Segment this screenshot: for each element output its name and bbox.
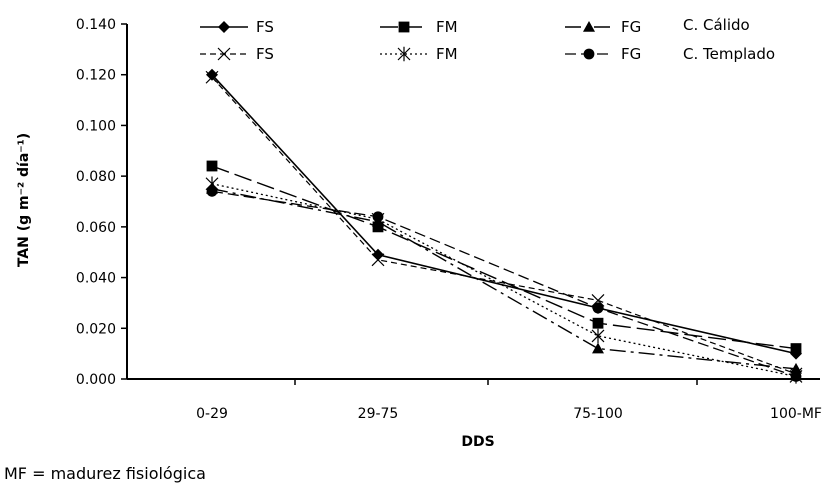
x-tick-label: 75-100 (573, 406, 623, 422)
series-line (211, 76, 797, 375)
legend-marker-x (217, 47, 231, 61)
legend-label: FG (621, 45, 641, 63)
legend-label: FG (621, 18, 641, 36)
legend-group-label: C. Cálido (683, 16, 750, 34)
legend-label: FS (256, 45, 274, 63)
series-5 (205, 176, 803, 384)
y-tick-label: 0.000 (76, 372, 116, 388)
y-tick-label: 0.080 (76, 169, 116, 185)
data-point-circle (206, 185, 218, 197)
data-point-circle (790, 371, 802, 382)
data-point-triangle (592, 342, 604, 354)
footnote: MF = madurez fisiológica (4, 464, 206, 483)
legend-marker-circle (583, 48, 595, 60)
data-point-x (205, 70, 219, 84)
legend-item: FS (200, 45, 274, 63)
data-point-square (206, 160, 218, 172)
legend-item: FG (565, 18, 641, 36)
data-point-diamond (372, 248, 384, 261)
series-line (211, 188, 797, 370)
data-point-circle (592, 302, 604, 314)
legend-label: FM (436, 18, 458, 36)
series-layer (205, 68, 803, 384)
y-tick-label: 0.140 (76, 17, 116, 33)
legend-item: FM (380, 45, 458, 63)
axes: 0.000 0.020 0.040 0.060 0.080 0.100 0.120 0.140… (76, 17, 822, 422)
legend-label: FM (436, 45, 458, 63)
chart: 0.000 0.020 0.040 0.060 0.080 0.100 0.120 0.140… (16, 16, 822, 450)
series-1 (206, 68, 802, 360)
series-6 (206, 185, 802, 382)
data-point-square (592, 317, 604, 329)
legend-label: FS (256, 18, 274, 36)
x-tick-label: 0-29 (196, 406, 228, 422)
legend-marker-square (398, 21, 410, 33)
y-tick-label: 0.060 (76, 220, 116, 236)
data-point-square (790, 343, 802, 354)
legend-item: FS (200, 18, 274, 36)
series-line (211, 74, 797, 355)
data-point-x (371, 253, 385, 267)
legend-group-label: C. Templado (683, 45, 775, 63)
series-2 (206, 160, 802, 354)
data-point-diamond (206, 68, 218, 81)
legend-marker-triangle (583, 21, 595, 32)
series-3 (206, 182, 802, 374)
y-tick-label: 0.100 (76, 118, 116, 134)
legend-marker-diamond (218, 21, 230, 33)
series-line (211, 183, 797, 378)
legend: FS FM FG C. Cálido FS FM FG C. Templado (200, 16, 775, 63)
series-line (211, 165, 797, 350)
y-tick-label: 0.040 (76, 271, 116, 287)
legend-item: FM (380, 18, 458, 36)
data-point-square (372, 221, 384, 233)
series-line (211, 190, 797, 378)
y-tick-label: 0.120 (76, 68, 116, 84)
legend-item: FG (565, 45, 641, 63)
y-axis-label: TAN (g m⁻² día⁻¹) (16, 133, 32, 267)
x-tick-label: 100-MF (770, 406, 822, 422)
legend-marker-asterisk (397, 46, 411, 62)
data-point-asterisk (591, 328, 605, 344)
x-tick-label: 29-75 (358, 406, 399, 422)
x-axis-label: DDS (461, 434, 494, 450)
y-tick-label: 0.020 (76, 321, 116, 337)
data-point-circle (372, 211, 384, 223)
